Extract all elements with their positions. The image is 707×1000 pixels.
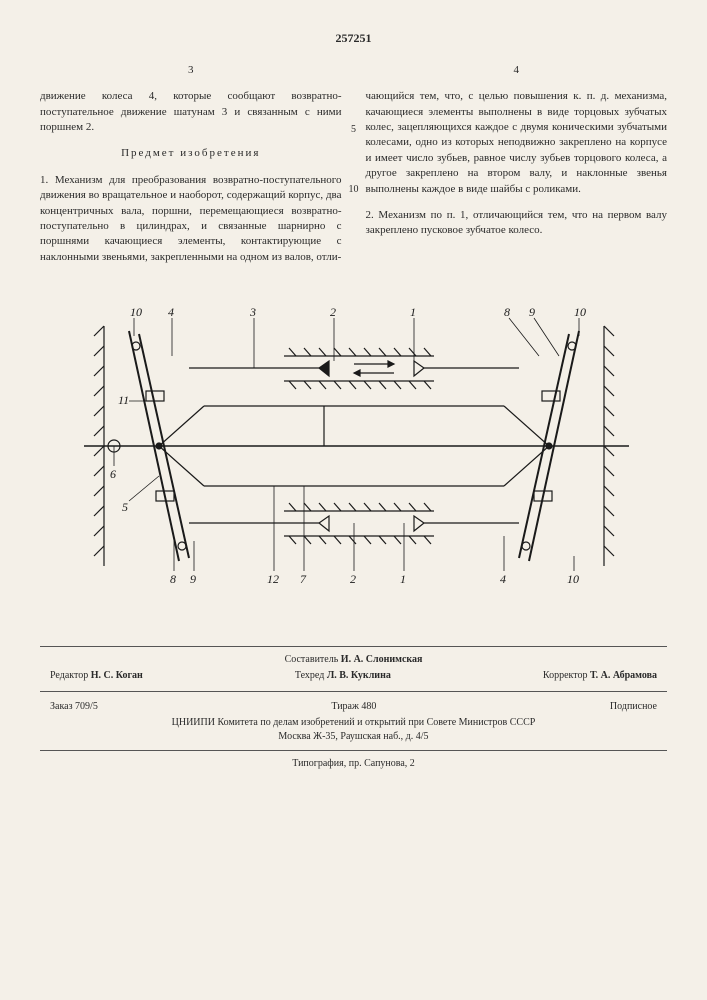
body-text: 2. Механизм по п. 1, отличающийся тем, ч… [366,208,668,239]
compiler-label: Составитель [285,654,339,665]
body-text: чающийся тем, что, с целью повышения к. … [366,89,668,197]
editor-label: Редактор [50,670,88,681]
svg-text:1: 1 [400,572,406,586]
col-num-left: 3 [40,63,342,78]
svg-text:1: 1 [410,306,416,319]
corrector-name: Т. А. Абрамова [590,670,657,681]
svg-text:5: 5 [122,500,128,514]
svg-text:9: 9 [190,572,196,586]
svg-text:8: 8 [170,572,176,586]
org: ЦНИИПИ Комитета по делам изобретений и о… [40,716,667,730]
line-number: 10 [349,183,359,197]
svg-text:4: 4 [500,572,506,586]
corrector-label: Корректор [543,670,588,681]
tech-name: Л. В. Куклина [327,670,391,681]
svg-text:10: 10 [130,306,142,319]
tech-label: Техред [295,670,324,681]
left-column: 3 движение колеса 4, которые сообщают во… [40,63,342,276]
editor-name: Н. С. Коган [91,670,143,681]
claims-heading: Предмет изобретения [40,146,342,161]
text-columns: 3 движение колеса 4, которые сообщают во… [40,63,667,276]
svg-text:2: 2 [330,306,336,319]
tirazh: Тираж 480 [331,700,376,714]
mechanism-diagram: 10 4 3 2 1 8 9 10 11 6 5 8 9 12 7 2 1 4 … [74,306,634,586]
svg-text:2: 2 [350,572,356,586]
address: Москва Ж-35, Раушская наб., д. 4/5 [40,730,667,744]
body-text: движение колеса 4, которые сообщают возв… [40,89,342,135]
svg-text:10: 10 [567,572,579,586]
svg-text:9: 9 [529,306,535,319]
col-num-right: 4 [366,63,668,78]
patent-number: 257251 [40,30,667,47]
svg-text:6: 6 [110,467,116,481]
svg-text:10: 10 [574,306,586,319]
svg-text:8: 8 [504,306,510,319]
right-column: 4 чающийся тем, что, с целью повышения к… [366,63,668,276]
order-num: Заказ 709/5 [50,700,98,714]
subscription: Подписное [610,700,657,714]
svg-text:12: 12 [267,572,279,586]
line-number: 5 [351,123,356,137]
svg-text:4: 4 [168,306,174,319]
svg-text:3: 3 [249,306,256,319]
body-text: 1. Механизм для преобразования возвратно… [40,173,342,265]
footer: Составитель И. А. Слонимская Редактор Н.… [40,646,667,771]
svg-text:11: 11 [118,393,129,407]
compiler-name: И. А. Слонимская [341,654,423,665]
svg-text:7: 7 [300,572,307,586]
printer: Типография, пр. Сапунова, 2 [40,757,667,771]
